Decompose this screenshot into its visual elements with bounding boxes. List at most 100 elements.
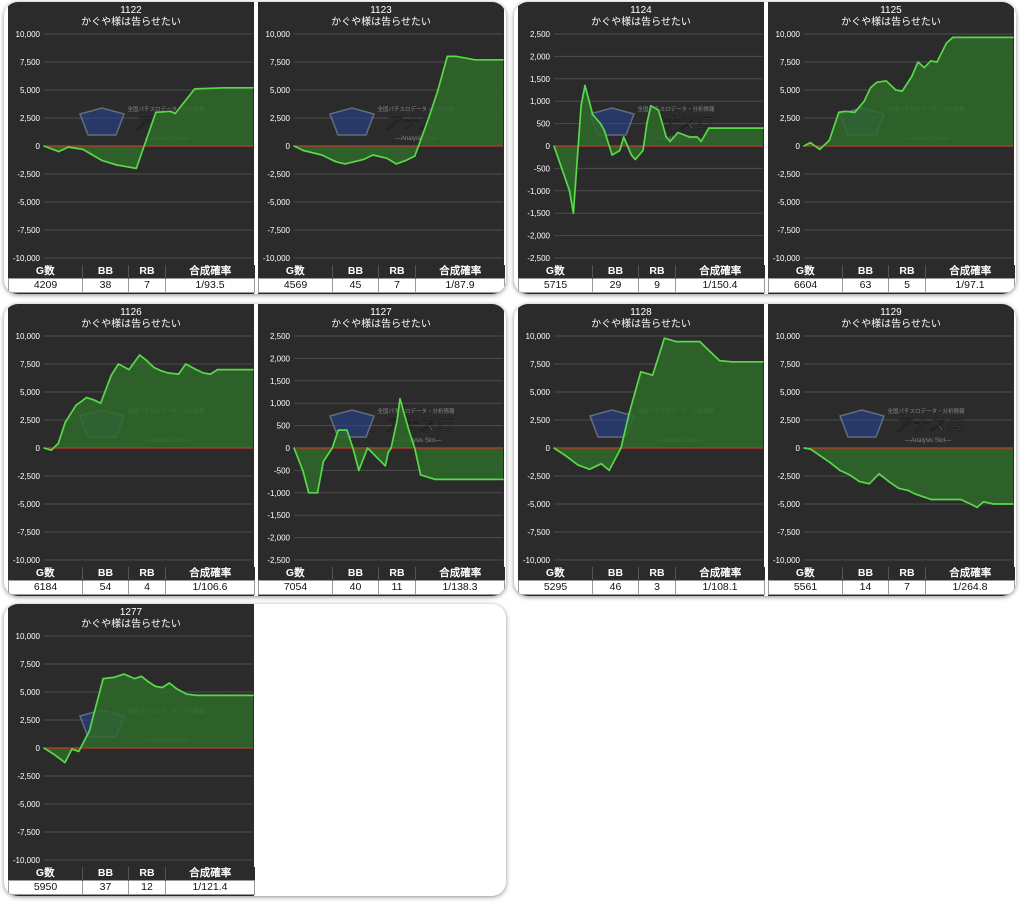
watermark-top: 全国パチスロデータ・分析情報 bbox=[887, 407, 965, 415]
stats-table: G数 BB RB 合成確率 5715 29 9 1/150.4 bbox=[518, 265, 765, 293]
data-point bbox=[50, 449, 52, 451]
data-point bbox=[193, 88, 196, 90]
bb-header: BB bbox=[842, 567, 889, 581]
data-point bbox=[443, 478, 445, 481]
chart-panel: 1122 かぐや様は告らせたい 10,000 7,500 5,000 2,500 0 -2,5… bbox=[8, 2, 255, 294]
bb-value: 38 bbox=[82, 278, 129, 293]
data-point bbox=[206, 694, 209, 697]
data-point bbox=[839, 469, 841, 472]
data-point bbox=[809, 448, 812, 450]
data-point bbox=[1002, 503, 1004, 505]
rate-header: 合成確率 bbox=[675, 567, 765, 581]
data-point bbox=[140, 675, 143, 678]
rate-header: 合成確率 bbox=[675, 265, 765, 279]
data-point bbox=[153, 366, 155, 369]
data-point bbox=[85, 396, 88, 399]
y-tick-label: 2,500 bbox=[530, 416, 551, 425]
data-point bbox=[622, 136, 625, 138]
data-point bbox=[145, 139, 147, 142]
data-point bbox=[730, 361, 733, 363]
bb-header: BB bbox=[82, 265, 129, 279]
data-point bbox=[828, 139, 831, 142]
y-tick-label: -500 bbox=[534, 164, 551, 173]
chart-panel: 1277 かぐや様は告らせたい 10,000 7,500 5,000 2,500 0 -2,5… bbox=[8, 604, 255, 896]
y-tick-label: -7,500 bbox=[267, 226, 290, 235]
stats-value-row: 4209 38 7 1/93.5 bbox=[8, 278, 255, 293]
y-tick-label: 2,500 bbox=[780, 114, 801, 123]
data-point bbox=[640, 371, 642, 373]
chart-title: かぐや様は告らせたい bbox=[591, 15, 691, 28]
data-point bbox=[177, 373, 180, 375]
data-point bbox=[565, 455, 567, 457]
data-point bbox=[376, 155, 379, 157]
data-point bbox=[838, 111, 840, 114]
data-point bbox=[43, 145, 45, 147]
data-point bbox=[620, 447, 622, 449]
y-tick-label: -7,500 bbox=[527, 528, 550, 537]
y-tick-label: -2,500 bbox=[267, 556, 290, 565]
chart-panel: 1128 かぐや様は告らせたい 10,000 7,500 5,000 2,500 0 -2,5… bbox=[518, 304, 765, 596]
stats-table: G数 BB RB 合成確率 5561 14 7 1/264.8 bbox=[768, 567, 1015, 595]
data-point bbox=[863, 100, 865, 102]
chart-card-row2-right: 1128 かぐや様は告らせたい 10,000 7,500 5,000 2,500 0 -2,5… bbox=[514, 304, 1016, 596]
data-point bbox=[982, 501, 985, 503]
data-point bbox=[819, 148, 821, 151]
y-tick-label: 2,500 bbox=[20, 416, 41, 425]
y-tick-label: -2,500 bbox=[527, 254, 550, 263]
data-point bbox=[469, 478, 472, 481]
data-point bbox=[112, 676, 115, 679]
data-point bbox=[372, 154, 374, 156]
rb-value: 7 bbox=[888, 580, 926, 595]
games-value: 5561 bbox=[768, 580, 843, 595]
data-point bbox=[155, 111, 157, 114]
data-point bbox=[677, 131, 679, 134]
bb-value: 40 bbox=[332, 580, 379, 595]
data-point bbox=[227, 694, 230, 697]
data-point bbox=[78, 750, 80, 753]
data-point bbox=[1012, 503, 1014, 505]
data-point bbox=[223, 87, 225, 89]
y-tick-label: -2,500 bbox=[17, 170, 40, 179]
data-point bbox=[663, 337, 666, 339]
y-tick-label: 10,000 bbox=[776, 30, 801, 39]
series-area bbox=[804, 448, 1013, 508]
stats-table: G数 BB RB 合成確率 4209 38 7 1/93.5 bbox=[8, 265, 255, 293]
data-point bbox=[102, 677, 104, 680]
y-tick-label: -2,500 bbox=[17, 772, 40, 781]
data-point bbox=[138, 354, 141, 356]
data-point bbox=[209, 373, 212, 375]
bb-header: BB bbox=[332, 567, 379, 581]
data-point bbox=[754, 361, 756, 363]
watermark-sub: —Analysis Slot— bbox=[395, 438, 441, 444]
data-point bbox=[154, 685, 157, 688]
data-point bbox=[346, 429, 348, 431]
series-line bbox=[803, 36, 1013, 151]
y-tick-label: -2,500 bbox=[777, 472, 800, 481]
data-point bbox=[688, 136, 691, 138]
data-point bbox=[803, 447, 805, 449]
data-point bbox=[588, 468, 591, 471]
data-point bbox=[895, 89, 897, 91]
data-point bbox=[75, 404, 77, 407]
data-point bbox=[101, 159, 104, 162]
stats-header-row: G数 BB RB 合成確率 bbox=[518, 567, 765, 581]
data-point bbox=[414, 155, 416, 157]
games-value: 5950 bbox=[8, 880, 83, 895]
y-tick-label: -10,000 bbox=[523, 556, 551, 565]
data-point bbox=[591, 113, 594, 116]
stats-value-row: 7054 40 11 1/138.3 bbox=[258, 580, 505, 595]
y-tick-label: -5,000 bbox=[777, 198, 800, 207]
data-point bbox=[427, 117, 430, 119]
y-tick-label: 0 bbox=[36, 444, 41, 453]
data-point bbox=[819, 455, 822, 457]
rate-value: 1/108.1 bbox=[675, 580, 765, 595]
rb-header: RB bbox=[378, 265, 416, 279]
watermark-logo-icon bbox=[79, 107, 125, 136]
y-tick-label: 10,000 bbox=[16, 332, 41, 341]
y-tick-label: 7,500 bbox=[780, 58, 801, 67]
watermark-top: 全国パチスロデータ・分析情報 bbox=[377, 407, 455, 415]
watermark-main: アナスロ bbox=[894, 416, 963, 435]
y-tick-label: 2,500 bbox=[20, 114, 41, 123]
data-point bbox=[64, 761, 66, 764]
data-point bbox=[707, 348, 709, 351]
